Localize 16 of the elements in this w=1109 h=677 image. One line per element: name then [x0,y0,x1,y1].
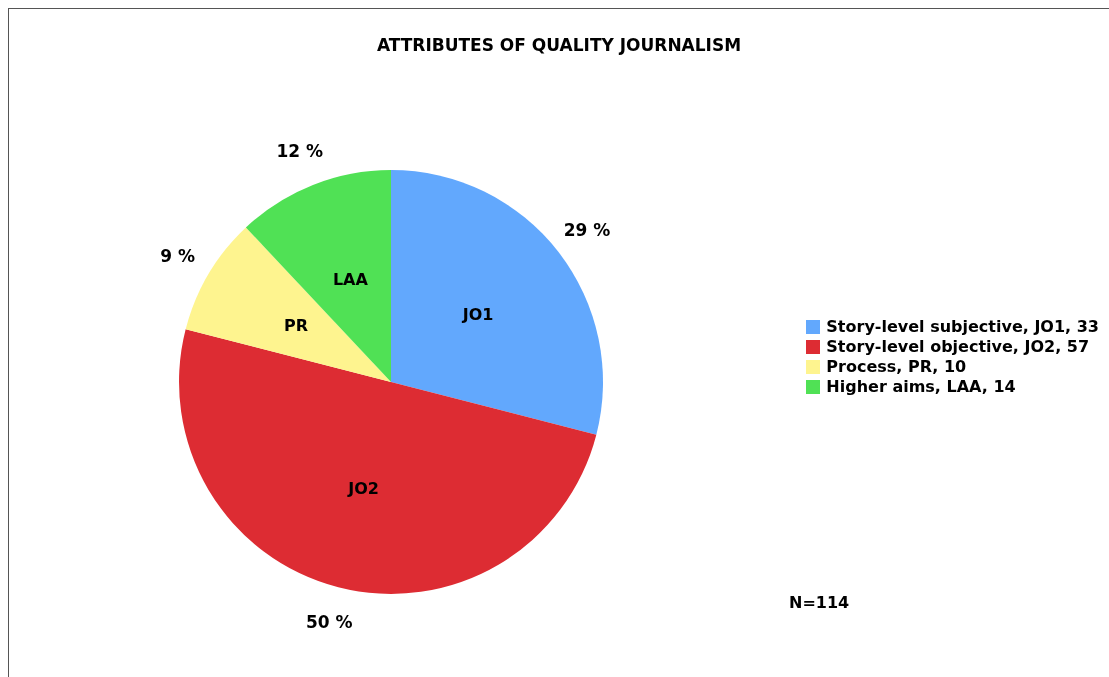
data-label: 50 % [306,612,353,633]
text: JO2 [347,479,379,499]
text: N=114 [789,593,850,612]
text: LAA [332,270,369,289]
legend-label: Process, PR, 10 [826,357,967,377]
data-label: 12 % [276,141,324,162]
text: JO1 [461,304,494,324]
text: PR [284,316,309,336]
data-label: 9 % [160,245,195,266]
pie-slice [245,170,391,382]
pie-slice [179,329,597,594]
chart-title: ATTRIBUTES OF QUALITY JOURNALISM [375,35,743,55]
legend-label: Higher aims, LAA, 14 [826,377,1016,397]
data-label: 29 % [563,220,611,240]
legend-label: Story-level subjective, JO1, 33 [826,317,1099,337]
legend-label: Story-level objective, JO2, 57 [826,337,1090,357]
